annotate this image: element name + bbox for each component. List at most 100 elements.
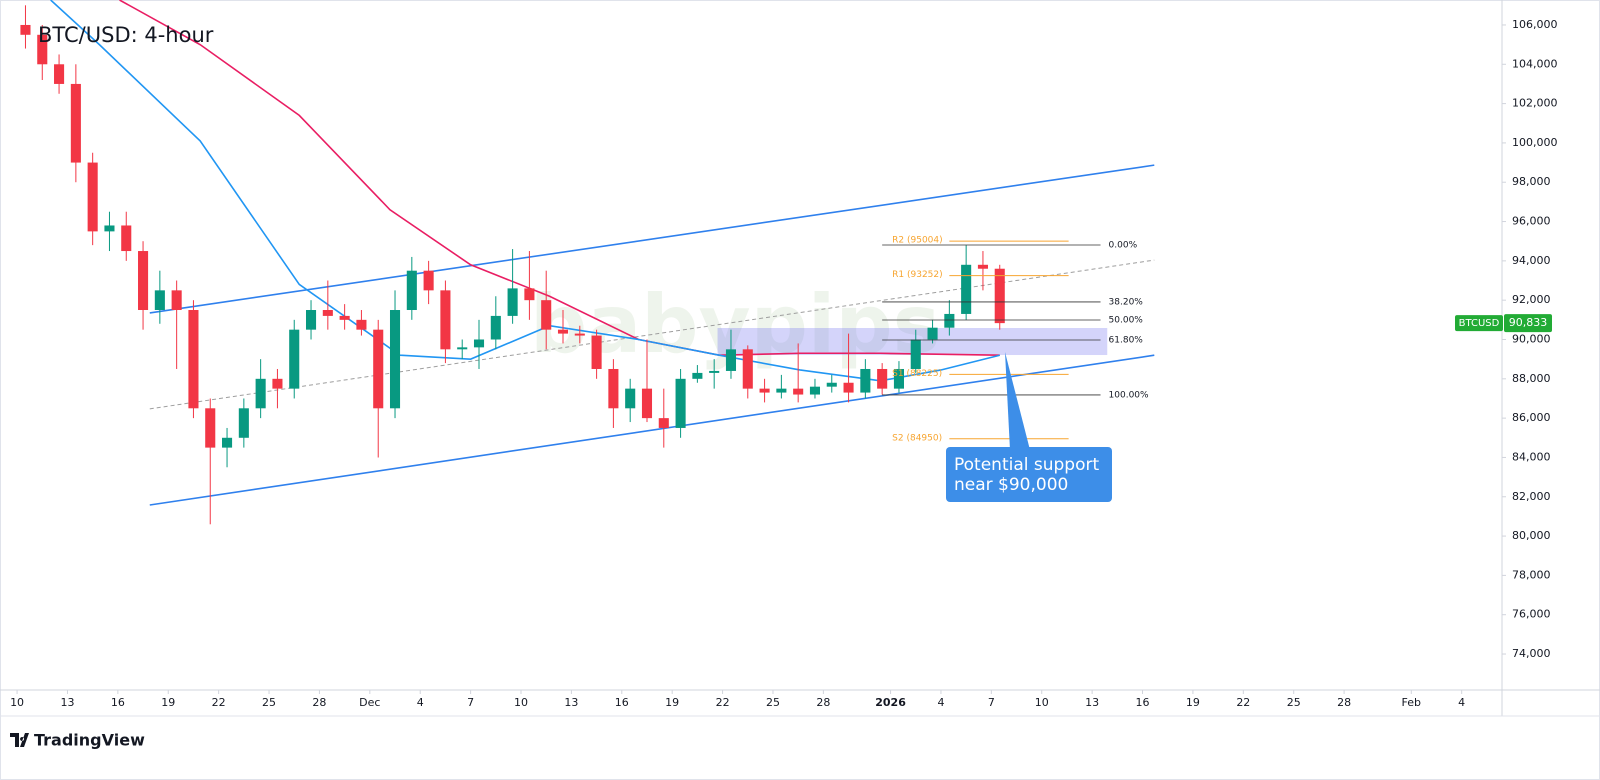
callout-pointer (1005, 352, 1030, 450)
y-tick-label: 78,000 (1512, 568, 1551, 581)
candle-body (154, 290, 165, 311)
candle-body (138, 251, 149, 311)
callout-text: Potential support (954, 455, 1099, 475)
candle-body (339, 315, 350, 320)
candle-body (406, 270, 417, 311)
y-tick-label: 92,000 (1512, 293, 1551, 306)
candle-body (389, 310, 401, 409)
x-tick-label: 22 (212, 696, 226, 709)
candle-body (54, 64, 65, 84)
pivot-label: S2 (84950) (892, 433, 942, 443)
x-tick-label: 2026 (875, 696, 906, 709)
candle-body (910, 339, 921, 369)
x-tick-label: Dec (359, 696, 380, 709)
callout-box (946, 447, 1112, 502)
x-tick-label: 10 (1035, 696, 1049, 709)
candle-body (20, 24, 31, 35)
y-tick-label: 74,000 (1512, 647, 1551, 660)
x-tick-label: 19 (1186, 696, 1200, 709)
candle-body (104, 225, 115, 232)
candle-body (977, 264, 988, 269)
candle-body (238, 408, 249, 438)
y-tick-label: 86,000 (1512, 411, 1551, 424)
candle-body (507, 288, 518, 316)
x-tick-label: 19 (665, 696, 679, 709)
candle-body (289, 329, 300, 389)
candle-body (557, 329, 569, 334)
candle-body (675, 378, 686, 428)
last-price-symbol: BTCUSD (1459, 318, 1500, 329)
candle-body (87, 162, 98, 232)
candle-body (641, 388, 653, 419)
y-tick-label: 98,000 (1512, 175, 1551, 188)
fib-label: 38.20% (1109, 297, 1144, 307)
candle-body (37, 34, 48, 65)
last-price-label: 90,833 (1509, 316, 1548, 329)
candle-body (692, 372, 703, 379)
logo-mark (10, 733, 29, 747)
candle-body (843, 382, 854, 393)
y-tick-label: 80,000 (1512, 529, 1551, 542)
footer-logo: TradingView (10, 731, 145, 750)
x-tick-label: 4 (937, 696, 944, 709)
pivot-label: S1 (88225) (892, 369, 942, 379)
fib-label: 61.80% (1109, 335, 1144, 345)
trendline (149, 164, 1155, 314)
y-tick-label: 96,000 (1512, 215, 1551, 228)
candle-body (440, 290, 451, 350)
candle-body (994, 268, 1005, 324)
y-tick-label: 104,000 (1512, 57, 1558, 70)
x-tick-label: 28 (312, 696, 326, 709)
candle-body (423, 270, 434, 291)
y-tick-label: 90,000 (1512, 332, 1551, 345)
candle-body (893, 368, 904, 389)
candle-body (709, 370, 720, 373)
candle-body (574, 333, 585, 336)
x-tick-label: 19 (161, 696, 175, 709)
candle-body (541, 300, 552, 330)
x-tick-label: 25 (262, 696, 276, 709)
candle-body (305, 310, 317, 330)
y-tick-label: 94,000 (1512, 254, 1551, 267)
candle-body (373, 329, 384, 409)
candle-body (809, 386, 821, 395)
candle-body (658, 418, 669, 428)
candle-body (188, 310, 199, 409)
x-tick-label: 25 (766, 696, 780, 709)
footer-brand: TradingView (34, 731, 145, 750)
y-tick-label: 84,000 (1512, 450, 1551, 463)
candle-body (725, 349, 737, 371)
trendline (149, 354, 1155, 506)
fib-label: 50.00% (1109, 316, 1144, 326)
fib-label: 100.00% (1109, 390, 1149, 400)
candle-body (356, 319, 367, 330)
candle-body (473, 339, 485, 348)
x-tick-label: 13 (1085, 696, 1099, 709)
y-tick-label: 106,000 (1512, 18, 1558, 31)
candle-body (860, 368, 871, 393)
x-tick-label: 10 (10, 696, 24, 709)
x-tick-label: 13 (564, 696, 578, 709)
candle-body (457, 347, 468, 350)
x-tick-label: 4 (417, 696, 424, 709)
last-price-box (1504, 314, 1552, 333)
candle-body (877, 368, 888, 389)
pivot-label: R1 (93252) (892, 270, 943, 280)
x-tick-label: 22 (716, 696, 730, 709)
callout-text: near $90,000 (954, 475, 1068, 495)
candle-body (776, 388, 787, 393)
moving-average (119, 0, 1000, 357)
y-tick-label: 82,000 (1512, 490, 1551, 503)
x-tick-label: Feb (1402, 696, 1421, 709)
x-tick-label: 28 (1337, 696, 1351, 709)
candle-body (70, 83, 81, 163)
candle-body (625, 388, 636, 409)
x-tick-label: 4 (1458, 696, 1465, 709)
trendline (149, 259, 1155, 410)
pivot-label: R2 (95004) (892, 236, 943, 246)
x-tick-label: 13 (60, 696, 74, 709)
candle-body (759, 388, 770, 393)
x-tick-label: 16 (615, 696, 629, 709)
y-tick-label: 88,000 (1512, 372, 1551, 385)
